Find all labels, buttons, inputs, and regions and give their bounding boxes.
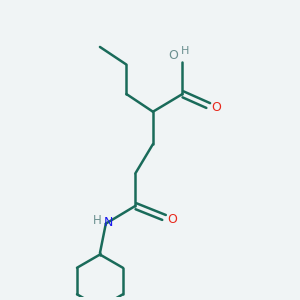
- Text: O: O: [167, 213, 177, 226]
- Text: H: H: [181, 46, 189, 56]
- Text: N: N: [104, 216, 113, 229]
- Text: O: O: [211, 101, 221, 114]
- Text: H: H: [93, 214, 102, 226]
- Text: O: O: [169, 49, 178, 62]
